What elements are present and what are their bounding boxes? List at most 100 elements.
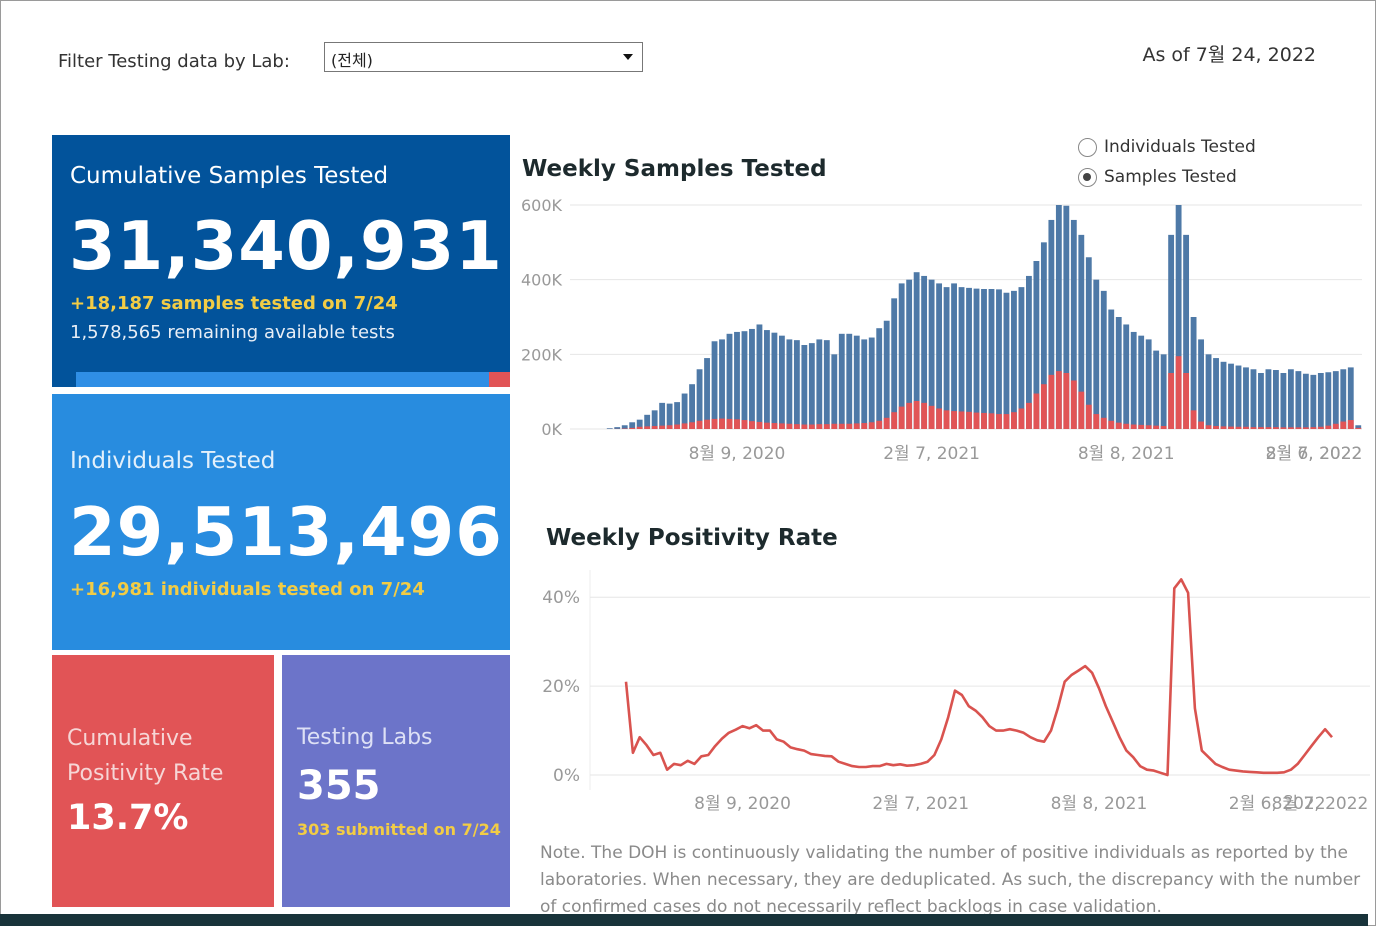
samples-delta: +18,187 samples tested on 7/24	[70, 293, 398, 314]
bar-samples	[966, 287, 972, 429]
bar-samples	[838, 333, 845, 429]
bar-samples	[1340, 369, 1347, 429]
bar-positive	[988, 413, 995, 429]
labs-title: Testing Labs	[297, 725, 433, 750]
weekly-positivity-title: Weekly Positivity Rate	[546, 525, 838, 551]
bar-samples	[1325, 372, 1332, 429]
bar-samples	[644, 414, 651, 429]
bar-samples	[1123, 324, 1130, 429]
bar-positive	[1025, 402, 1032, 429]
positivity-line	[624, 578, 1333, 777]
bar-positive	[793, 424, 800, 429]
radio-selected-icon[interactable]	[1078, 168, 1097, 187]
bar-samples	[943, 287, 950, 429]
bar-samples	[793, 340, 800, 429]
bar-positive	[1123, 423, 1130, 429]
lab-filter-dropdown[interactable]: (전체)	[324, 42, 643, 72]
bar-positive	[719, 418, 725, 429]
bar-positive	[1317, 426, 1324, 429]
bar-positive	[1093, 414, 1100, 429]
bar-samples	[1175, 205, 1182, 429]
bar-positive	[1003, 414, 1010, 429]
bar-samples	[711, 341, 718, 429]
bar-positive	[1018, 408, 1025, 429]
bar-samples	[771, 332, 778, 429]
bar-samples	[689, 384, 695, 429]
bar-samples	[996, 289, 1002, 429]
bar-positive	[1310, 427, 1317, 429]
bar-positive	[749, 421, 755, 429]
bar-samples	[1280, 373, 1287, 429]
x-tick-label: 8월 9, 2020	[694, 794, 791, 814]
bar-samples	[1183, 234, 1190, 429]
bar-positive	[1085, 404, 1092, 429]
individuals-tested-tile: Individuals Tested 29,513,496 +16,981 in…	[52, 394, 510, 650]
individuals-delta: +16,981 individuals tested on 7/24	[70, 579, 425, 600]
bar-samples	[696, 369, 703, 429]
bar-samples	[1078, 234, 1085, 429]
bar-samples	[816, 339, 823, 429]
bar-samples	[606, 428, 613, 429]
bar-samples	[741, 331, 748, 429]
bar-positive	[756, 421, 763, 429]
bar-positive	[1235, 426, 1242, 429]
bar-positive	[801, 424, 808, 429]
bar-samples	[764, 330, 770, 429]
radio-unselected-icon[interactable]	[1078, 138, 1097, 157]
bar-positive	[771, 423, 778, 429]
bar-positive	[696, 420, 703, 429]
bar-positive	[636, 426, 643, 429]
x-tick-label: 8월 7, 2022	[1266, 444, 1363, 464]
bar-samples	[1055, 205, 1062, 429]
individuals-value: 29,513,496	[69, 493, 503, 571]
bar-positive	[1258, 427, 1264, 429]
bar-positive	[666, 425, 673, 429]
bar-samples	[1347, 367, 1354, 429]
bar-positive	[936, 408, 943, 429]
bar-positive	[891, 412, 898, 429]
validation-note: Note. The DOH is continuously validating…	[540, 843, 1361, 917]
bar-samples	[666, 403, 673, 429]
y-tick-label: 0%	[553, 766, 580, 786]
bar-positive	[1175, 356, 1182, 429]
bar-samples	[636, 419, 643, 429]
bar-samples	[1310, 374, 1317, 429]
bar-samples	[853, 335, 860, 429]
bar-samples	[891, 298, 898, 429]
labs-value: 355	[297, 763, 381, 809]
bar-samples	[921, 275, 928, 429]
bar-samples	[726, 333, 733, 429]
bar-positive	[838, 423, 845, 429]
bar-samples	[1265, 369, 1272, 429]
bar-samples	[1033, 261, 1040, 429]
bar-samples	[614, 427, 621, 429]
bar-samples	[1160, 354, 1167, 429]
bar-positive	[1055, 371, 1062, 429]
bar-positive	[674, 424, 681, 429]
bar-positive	[689, 422, 695, 429]
bar-samples	[1243, 367, 1249, 429]
bar-positive	[823, 424, 830, 429]
bar-samples	[883, 320, 890, 429]
dropdown-arrow-icon[interactable]	[623, 54, 633, 60]
bar-positive	[1280, 427, 1287, 429]
individuals-title: Individuals Tested	[70, 448, 276, 474]
bar-samples	[906, 279, 913, 429]
positivity-title-line2: Positivity Rate	[67, 761, 224, 786]
cumulative-samples-title: Cumulative Samples Tested	[70, 163, 389, 189]
bar-positive	[1250, 427, 1257, 429]
bar-samples	[1273, 370, 1279, 429]
bar-samples	[1287, 369, 1294, 429]
bar-samples	[928, 279, 935, 429]
bar-positive	[741, 420, 748, 429]
bar-positive	[1325, 425, 1332, 429]
bar-positive	[629, 427, 636, 429]
bar-samples	[1258, 373, 1264, 429]
x-tick-label: 8월 9, 2020	[689, 444, 786, 464]
tests-used-bar	[76, 372, 489, 387]
bar-positive	[868, 422, 875, 429]
bar-positive	[1040, 384, 1047, 429]
bar-positive	[958, 411, 965, 429]
bar-samples	[1130, 331, 1137, 429]
bar-samples	[674, 402, 681, 429]
